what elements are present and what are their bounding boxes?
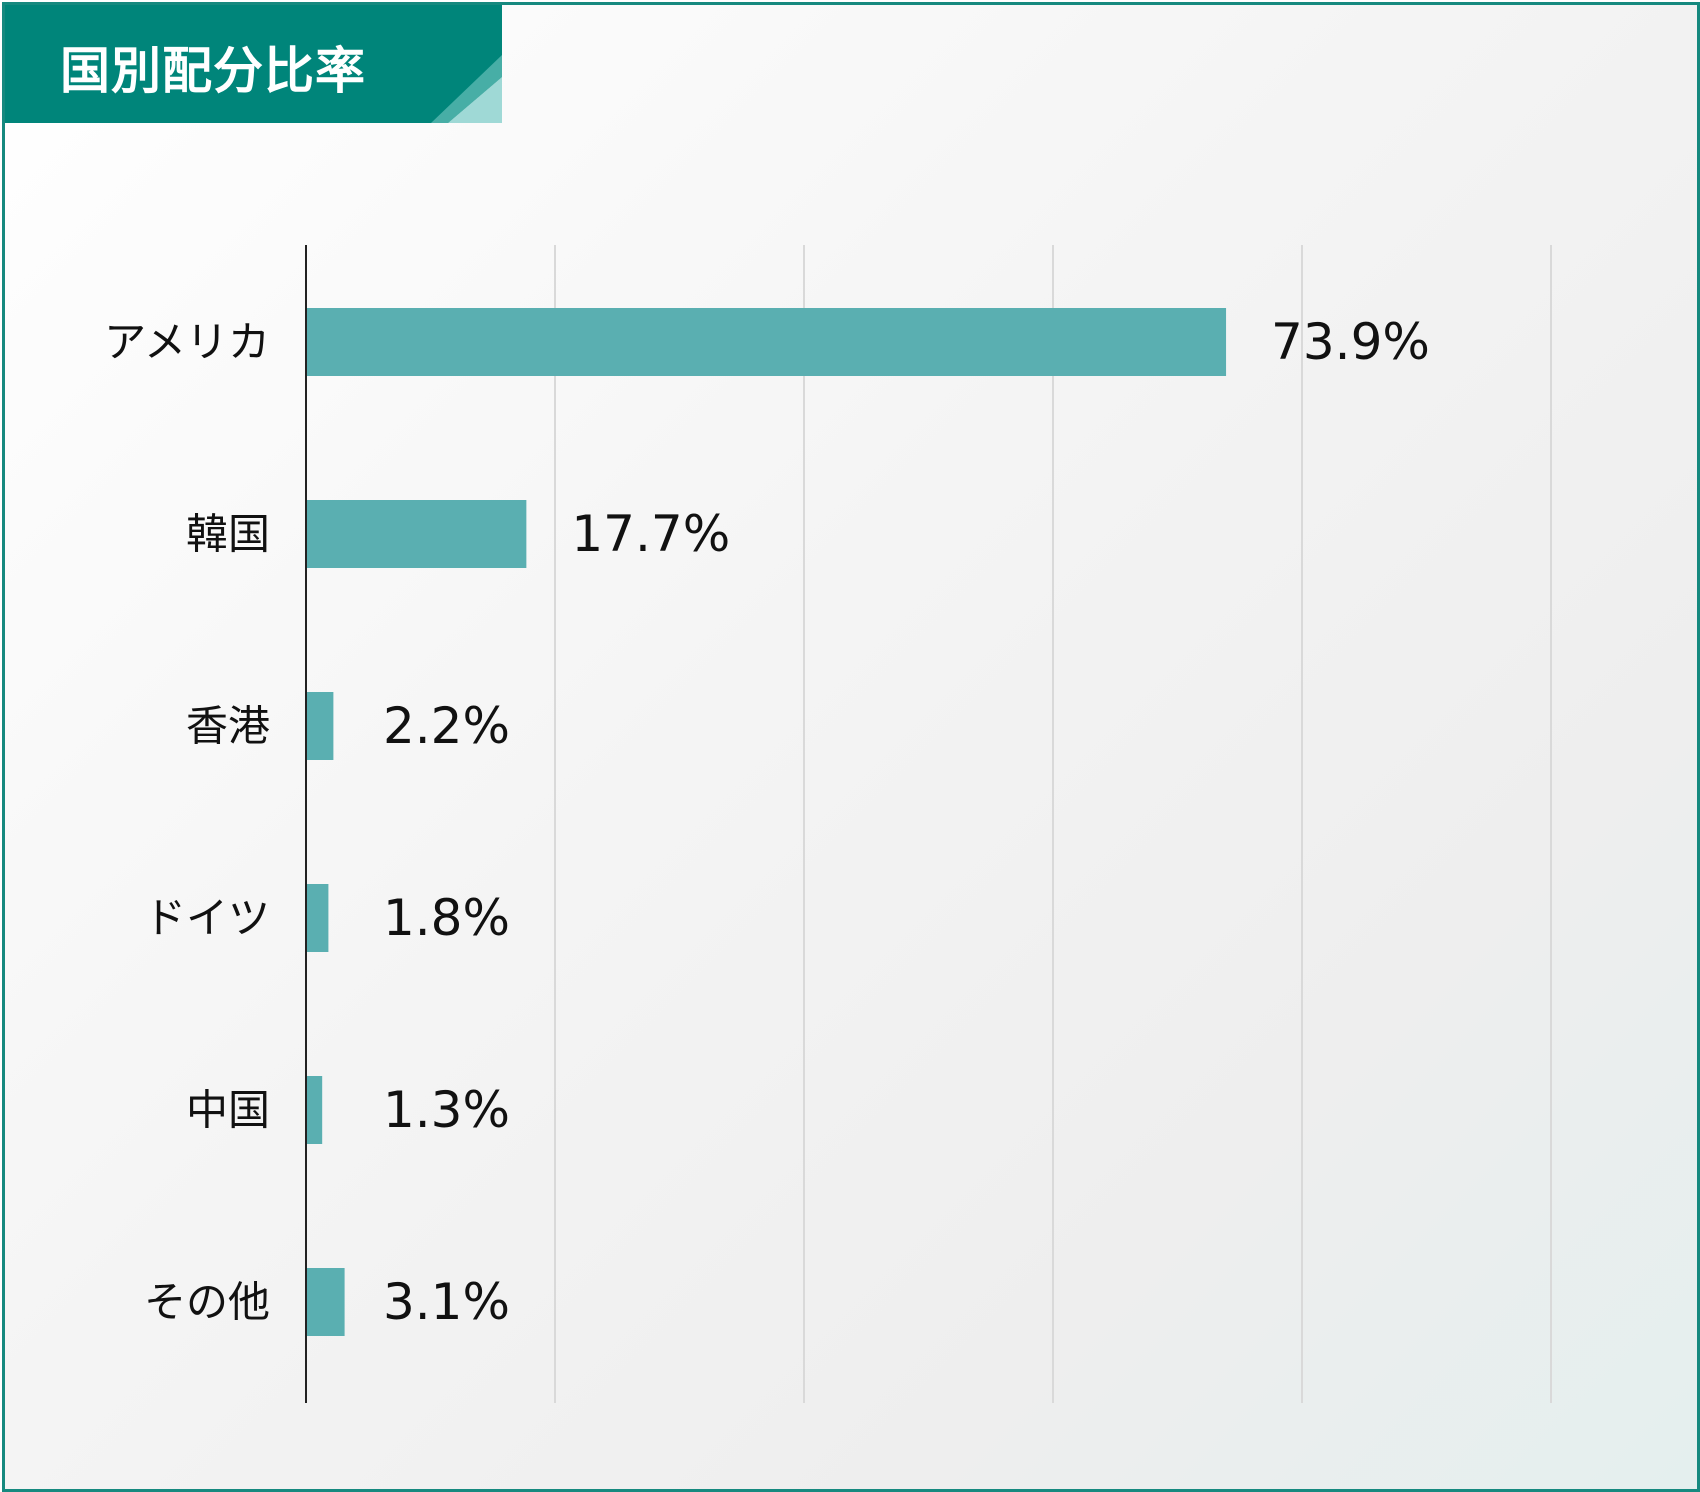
value-label-4: 1.3% — [383, 1081, 510, 1139]
category-label-5: その他 — [144, 1278, 270, 1327]
bar-2 — [306, 692, 334, 760]
bar-4 — [306, 1076, 323, 1144]
category-label-2: 香港 — [186, 702, 270, 751]
category-label-1: 韓国 — [186, 510, 270, 559]
bar-0 — [306, 308, 1227, 376]
bar-3 — [306, 884, 329, 952]
value-label-3: 1.8% — [383, 889, 510, 947]
category-label-4: 中国 — [186, 1086, 270, 1135]
title-tab: 国別配分比率 — [5, 5, 502, 123]
gridlines — [554, 245, 1552, 1403]
value-label-2: 2.2% — [383, 697, 510, 755]
value-label-1: 17.7% — [571, 505, 730, 563]
bar-1 — [306, 500, 527, 568]
category-label-3: ドイツ — [144, 894, 270, 943]
bars — [306, 308, 1227, 1336]
chart-title: 国別配分比率 — [60, 42, 366, 100]
title-tab-shape — [5, 5, 502, 123]
bar-5 — [306, 1268, 345, 1336]
labels: アメリカ 73.9% 韓国 17.7% 香港 2.2% ドイツ 1.8% 中国 1.3% その他 3.… — [104, 313, 1430, 1331]
bar-chart: アメリカ 73.9% 韓国 17.7% 香港 2.2% ドイツ 1.8% 中国 1.3% その他 3.… — [104, 245, 1552, 1403]
value-label-0: 73.9% — [1271, 313, 1430, 371]
category-label-0: アメリカ — [104, 318, 270, 367]
value-label-5: 3.1% — [383, 1273, 510, 1331]
